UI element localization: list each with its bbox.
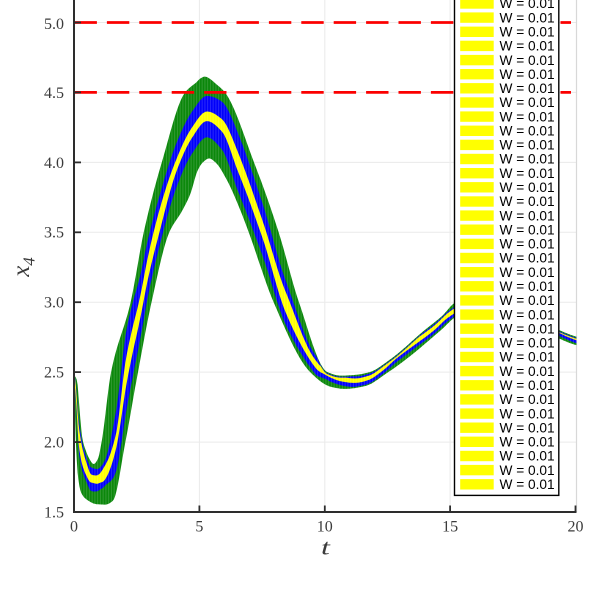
svg-text:W = 0.01: W = 0.01 [500,109,555,124]
svg-text:W = 0.01: W = 0.01 [500,364,555,379]
svg-text:W = 0.01: W = 0.01 [500,392,555,407]
svg-text:W = 0.01: W = 0.01 [500,53,555,68]
svg-text:W = 0.01: W = 0.01 [500,378,555,393]
svg-text:W = 0.01: W = 0.01 [500,321,555,336]
svg-text:W = 0.01: W = 0.01 [500,406,555,421]
svg-text:2.5: 2.5 [44,365,64,382]
svg-text:W = 0.01: W = 0.01 [500,435,555,450]
svg-text:4.0: 4.0 [44,155,64,172]
svg-text:5: 5 [195,519,203,536]
svg-text:W = 0.01: W = 0.01 [500,0,555,11]
svg-text:W = 0.01: W = 0.01 [500,95,555,110]
svg-text:W = 0.01: W = 0.01 [500,293,555,308]
svg-text:W = 0.01: W = 0.01 [500,124,555,139]
svg-text:W = 0.01: W = 0.01 [500,67,555,82]
svg-text:W = 0.01: W = 0.01 [500,420,555,435]
svg-text:W = 0.01: W = 0.01 [500,180,555,195]
svg-text:W = 0.01: W = 0.01 [500,279,555,294]
svg-text:1.5: 1.5 [44,504,64,521]
svg-text:W = 0.01: W = 0.01 [500,81,555,96]
svg-text:x4: x4 [8,257,39,278]
svg-text:3.5: 3.5 [44,225,64,242]
svg-text:W = 0.01: W = 0.01 [500,166,555,181]
svg-text:W = 0.01: W = 0.01 [500,477,555,492]
svg-text:W = 0.01: W = 0.01 [500,39,555,54]
svg-text:10: 10 [317,519,333,536]
svg-text:W = 0.01: W = 0.01 [500,194,555,209]
svg-text:W = 0.01: W = 0.01 [500,449,555,464]
svg-text:W = 0.01: W = 0.01 [500,265,555,280]
svg-text:4.5: 4.5 [44,85,64,102]
svg-text:20: 20 [568,519,584,536]
svg-text:t: t [321,535,331,559]
svg-text:W = 0.01: W = 0.01 [500,237,555,252]
svg-text:5.0: 5.0 [44,16,64,33]
svg-text:W = 0.01: W = 0.01 [500,222,555,237]
svg-text:W = 0.01: W = 0.01 [500,138,555,153]
svg-text:W = 0.01: W = 0.01 [500,10,555,25]
svg-text:0: 0 [70,519,78,536]
svg-text:W = 0.01: W = 0.01 [500,336,555,351]
svg-text:15: 15 [442,519,458,536]
svg-text:W = 0.01: W = 0.01 [500,208,555,223]
svg-text:W = 0.01: W = 0.01 [500,307,555,322]
svg-text:3.0: 3.0 [44,295,64,312]
svg-text:W = 0.01: W = 0.01 [500,463,555,478]
svg-text:W = 0.01: W = 0.01 [500,251,555,266]
svg-text:W = 0.01: W = 0.01 [500,25,555,40]
svg-text:W = 0.01: W = 0.01 [500,152,555,167]
svg-text:2.0: 2.0 [44,435,64,452]
svg-text:W = 0.01: W = 0.01 [500,350,555,365]
